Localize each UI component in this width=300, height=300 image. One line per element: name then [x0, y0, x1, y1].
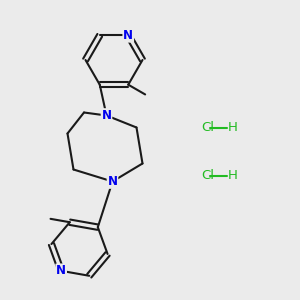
Text: Cl: Cl [201, 169, 214, 182]
Text: H: H [228, 121, 238, 134]
Text: H: H [228, 169, 238, 182]
Text: N: N [56, 264, 66, 277]
Text: Cl: Cl [201, 121, 214, 134]
Text: N: N [101, 109, 112, 122]
Text: N: N [123, 29, 133, 42]
Text: N: N [107, 175, 118, 188]
